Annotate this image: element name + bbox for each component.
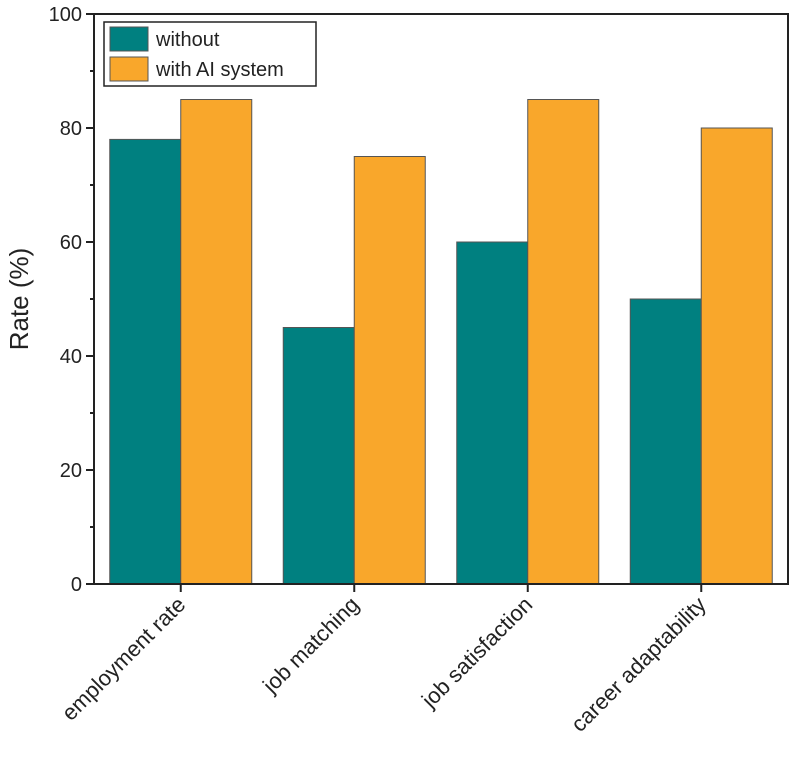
legend-label-with-ai-system: with AI system <box>155 59 284 81</box>
bars-layer <box>109 99 773 585</box>
y-tick-label: 80 <box>60 118 82 140</box>
x-tick-label-career-adaptability: career adaptability <box>566 592 711 737</box>
x-tick-label-job-matching: job matching <box>257 592 364 699</box>
x-tick-label-employment-rate: employment rate <box>57 592 191 726</box>
y-tick-label: 0 <box>71 574 82 596</box>
y-tick-label: 100 <box>49 4 82 26</box>
bar-without-job-matching <box>282 327 355 585</box>
legend-label-without: without <box>155 29 220 51</box>
bar-without-job-satisfaction <box>456 241 529 585</box>
legend-swatch-with-ai-system <box>109 56 149 82</box>
bar-with-ai-system-career-adaptability <box>700 127 773 585</box>
bar-with-ai-system-job-matching <box>353 156 426 585</box>
x-tick-label-job-satisfaction: job satisfaction <box>416 592 537 713</box>
bar-with-ai-system-job-satisfaction <box>527 99 600 585</box>
y-tick-label: 20 <box>60 460 82 482</box>
y-axis: 0 20 40 60 80 100 <box>49 4 94 596</box>
legend-swatch-without <box>109 26 149 52</box>
bar-without-employment-rate <box>109 138 182 585</box>
y-tick-label: 60 <box>60 232 82 254</box>
y-axis-title: Rate (%) <box>4 248 34 351</box>
y-tick-label: 40 <box>60 346 82 368</box>
bar-with-ai-system-employment-rate <box>180 99 253 585</box>
bar-without-career-adaptability <box>629 298 702 585</box>
legend: without with AI system <box>103 21 317 87</box>
x-axis: employment rate job matching job satisfact… <box>57 584 711 737</box>
